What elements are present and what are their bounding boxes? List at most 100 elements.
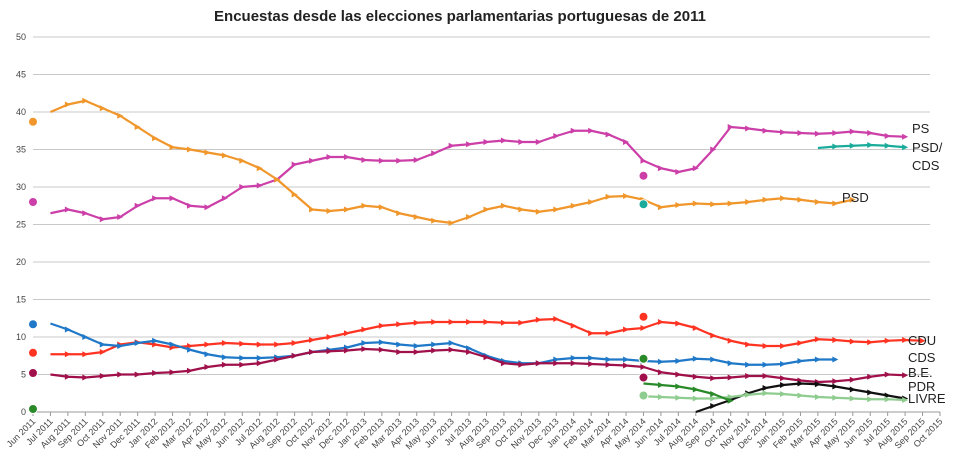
data-point [448,319,455,325]
data-point [797,130,804,136]
data-point [343,347,350,354]
data-point [483,139,490,145]
data-point [221,195,228,202]
data-point [186,202,193,209]
data-point [221,340,228,346]
data-point [710,395,717,402]
data-point [518,319,525,326]
data-point [692,165,699,172]
data-point [99,373,106,379]
data-point [588,127,595,134]
data-point [553,360,560,367]
data-point [518,139,525,145]
data-point [623,356,630,363]
data-point [797,392,804,399]
data-point [204,364,211,370]
data-point [745,341,752,348]
data-point [640,364,647,370]
data-point [640,325,647,331]
data-point [657,204,664,211]
data-point [535,139,542,145]
data-point [326,154,333,160]
data-point [727,397,734,404]
data-point [884,142,891,149]
data-point [309,337,316,343]
y-tick-label: 45 [16,70,26,80]
data-point [274,176,281,183]
data-point [466,349,473,355]
data-point [605,131,612,138]
data-point [361,157,368,163]
data-point [99,341,106,348]
label-livre: LIVRE [908,391,946,406]
data-point [500,360,507,367]
data-point [780,343,787,349]
data-point [832,378,839,385]
data-point [553,206,560,213]
data-point [343,330,350,337]
election-result-marker [638,170,649,181]
data-point [919,337,926,344]
election-result-marker [638,390,649,401]
data-point [762,196,769,203]
data-point [152,135,159,142]
data-point [710,403,717,409]
data-point [396,210,403,217]
data-point [902,133,909,140]
data-point [431,150,438,157]
data-point [657,382,664,388]
data-point [169,341,176,348]
data-point [256,341,263,348]
election-result-marker [28,197,38,207]
data-point [239,361,246,368]
data-point [902,337,909,343]
y-tick-label: 40 [16,107,26,117]
data-point [535,360,542,367]
data-point [361,326,368,333]
data-point [361,202,368,209]
data-point [169,195,176,202]
data-point [832,130,839,136]
data-point [902,397,909,403]
data-point [239,157,246,164]
data-point [623,362,630,369]
data-point [623,193,630,199]
data-point [849,338,856,345]
data-point [64,101,71,108]
data-point [343,154,350,160]
data-point [378,157,385,164]
data-point [378,322,385,329]
data-point [588,361,595,367]
data-point [745,125,752,132]
data-point [431,217,438,224]
data-point [657,358,664,365]
data-point [745,391,752,398]
data-point [832,200,839,207]
data-point [82,374,89,381]
data-point [727,337,734,344]
data-point [343,206,350,213]
data-point [152,337,159,344]
data-point [867,389,874,396]
data-point [797,380,804,387]
data-point [413,157,420,163]
data-point [588,330,595,337]
label-cdu: CDU [908,333,936,348]
data-point [413,343,420,349]
data-point [326,334,333,340]
data-point [832,383,839,390]
data-point [727,360,734,367]
data-point [605,356,612,363]
data-point [117,371,124,378]
data-point [326,208,333,214]
data-point [884,337,891,344]
data-point [134,124,141,130]
data-point [814,381,821,388]
data-point [884,396,891,403]
data-point [553,316,560,322]
data-point [762,390,769,397]
data-point [588,199,595,205]
series-line-cds [50,322,836,366]
data-point [448,340,455,346]
